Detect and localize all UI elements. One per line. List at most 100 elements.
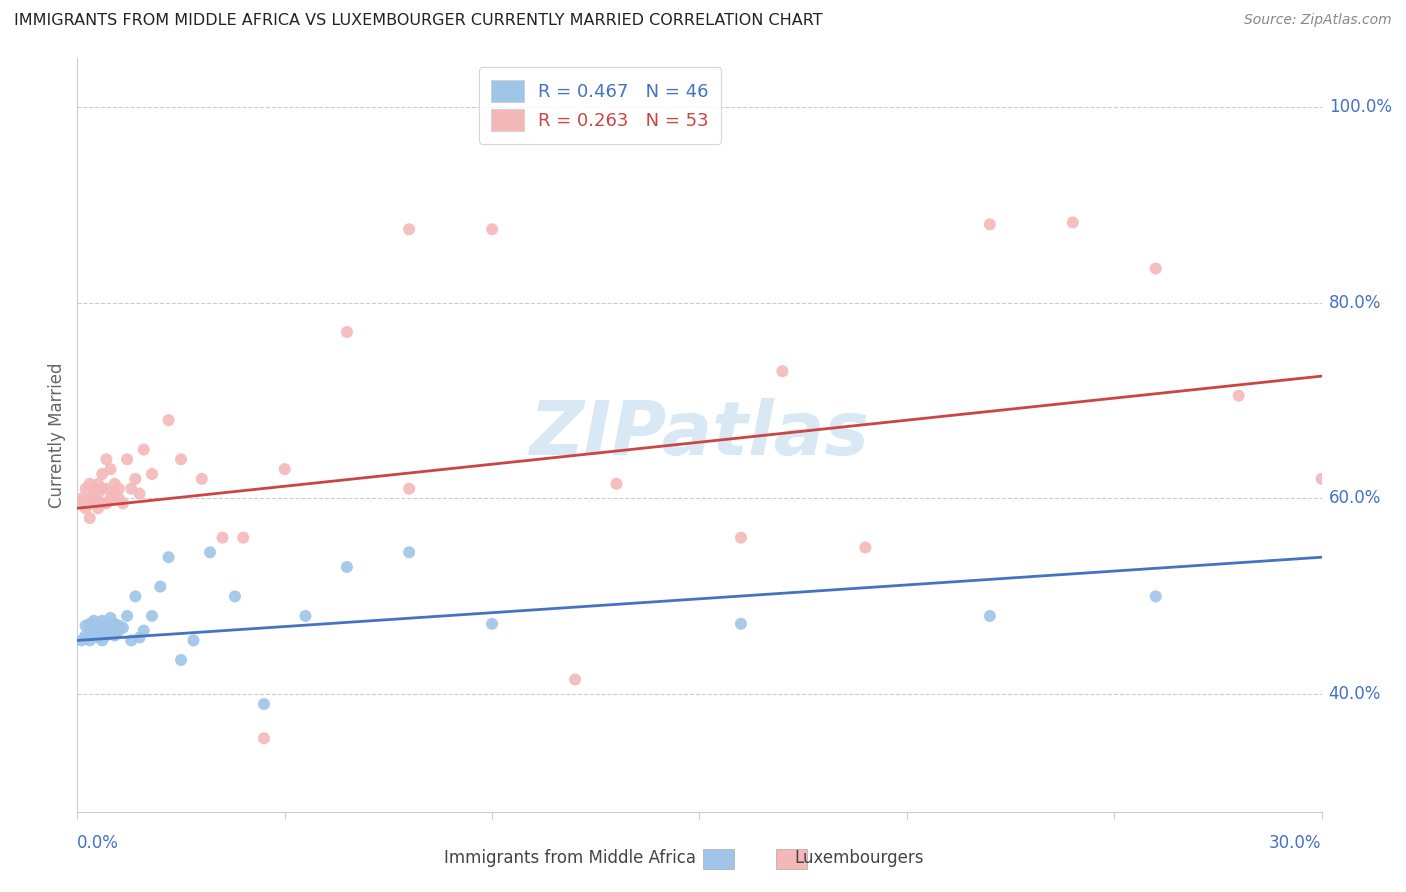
Point <box>75 618 97 632</box>
Point <box>224 590 246 604</box>
Point <box>91 496 114 510</box>
Point <box>108 482 131 496</box>
Point <box>1144 590 1167 604</box>
Point <box>564 673 586 687</box>
Point <box>253 731 276 746</box>
Y-axis label: Currently Married: Currently Married <box>48 362 66 508</box>
Point <box>96 496 118 510</box>
Point <box>128 486 150 500</box>
Point <box>75 628 97 642</box>
Text: IMMIGRANTS FROM MIDDLE AFRICA VS LUXEMBOURGER CURRENTLY MARRIED CORRELATION CHAR: IMMIGRANTS FROM MIDDLE AFRICA VS LUXEMBO… <box>14 13 823 29</box>
Point <box>108 618 131 632</box>
Point <box>170 452 193 467</box>
Text: 80.0%: 80.0% <box>1329 293 1381 311</box>
Point <box>191 472 214 486</box>
Point <box>398 545 420 559</box>
Point <box>96 624 118 638</box>
Point <box>1310 472 1333 486</box>
Point <box>481 222 503 236</box>
Point <box>128 631 150 645</box>
Point <box>91 633 114 648</box>
Text: 40.0%: 40.0% <box>1329 685 1381 703</box>
Point <box>141 609 163 624</box>
Point <box>157 550 180 565</box>
Point <box>75 501 97 516</box>
Point <box>100 624 122 638</box>
Point <box>336 325 359 339</box>
Point <box>104 628 127 642</box>
Point <box>120 633 142 648</box>
Point <box>96 452 118 467</box>
Point <box>730 531 752 545</box>
Point <box>398 222 420 236</box>
Point <box>1227 389 1250 403</box>
Point <box>124 472 146 486</box>
Text: 0.0%: 0.0% <box>77 834 120 852</box>
Point <box>79 491 101 506</box>
Point <box>398 482 420 496</box>
Point <box>979 218 1001 232</box>
Text: 100.0%: 100.0% <box>1329 98 1392 116</box>
Point <box>481 616 503 631</box>
Point <box>83 614 105 628</box>
Text: ZIPatlas: ZIPatlas <box>530 399 869 471</box>
Point <box>87 486 110 500</box>
Point <box>87 501 110 516</box>
Point <box>157 413 180 427</box>
Point <box>79 476 101 491</box>
Point <box>96 618 118 632</box>
Text: Immigrants from Middle Africa: Immigrants from Middle Africa <box>444 849 696 867</box>
Point <box>855 541 877 555</box>
Point <box>149 580 172 594</box>
Point <box>79 624 101 638</box>
Point <box>79 616 101 631</box>
Point <box>83 496 105 510</box>
Point <box>170 653 193 667</box>
Point <box>141 467 163 481</box>
Point <box>87 618 110 632</box>
Point <box>115 452 138 467</box>
Text: Source: ZipAtlas.com: Source: ZipAtlas.com <box>1244 13 1392 28</box>
Point <box>104 616 127 631</box>
Point <box>83 628 105 642</box>
Point <box>83 491 105 506</box>
Point <box>1062 215 1084 229</box>
Point <box>274 462 297 476</box>
Point <box>120 482 142 496</box>
Point <box>70 491 93 506</box>
Point <box>96 628 118 642</box>
Text: Luxembourgers: Luxembourgers <box>794 849 924 867</box>
Point <box>115 609 138 624</box>
Point <box>70 633 93 648</box>
Point <box>83 621 105 635</box>
Point <box>104 486 127 500</box>
Point <box>111 621 134 635</box>
Point <box>100 462 122 476</box>
Point <box>79 633 101 648</box>
Point <box>132 442 155 457</box>
Point <box>91 482 114 496</box>
Point <box>979 609 1001 624</box>
Point <box>108 491 131 506</box>
Point <box>100 611 122 625</box>
Point <box>87 624 110 638</box>
Point <box>83 482 105 496</box>
Point <box>183 633 205 648</box>
Point <box>1144 261 1167 276</box>
Point <box>294 609 316 624</box>
Point <box>104 476 127 491</box>
Point <box>198 545 221 559</box>
Point <box>75 482 97 496</box>
Point <box>211 531 233 545</box>
Point <box>79 511 101 525</box>
Point <box>730 616 752 631</box>
Point <box>96 482 118 496</box>
Point <box>336 560 359 574</box>
Legend: R = 0.467   N = 46, R = 0.263   N = 53: R = 0.467 N = 46, R = 0.263 N = 53 <box>478 67 721 144</box>
Text: 60.0%: 60.0% <box>1329 490 1381 508</box>
Point <box>232 531 254 545</box>
Point <box>606 476 628 491</box>
Point <box>87 476 110 491</box>
Point <box>124 590 146 604</box>
Text: 30.0%: 30.0% <box>1270 834 1322 852</box>
